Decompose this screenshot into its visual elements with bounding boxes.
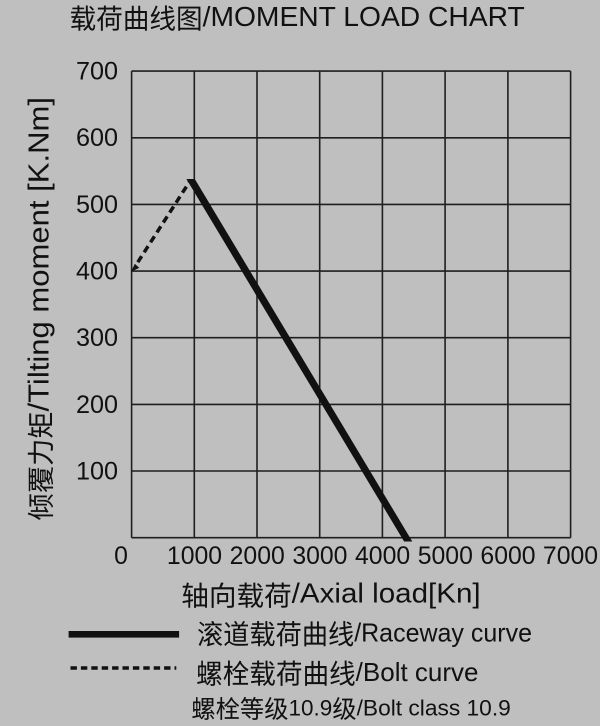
svg-text:600: 600	[76, 124, 118, 152]
svg-text:500: 500	[76, 191, 118, 219]
svg-text:5000: 5000	[418, 543, 473, 570]
svg-text:4000: 4000	[355, 543, 410, 570]
svg-text:200: 200	[76, 391, 118, 419]
svg-text:0: 0	[114, 543, 128, 570]
svg-text:10.9: 10.9	[289, 696, 333, 721]
svg-text:700: 700	[76, 58, 118, 86]
svg-text:7000: 7000	[543, 543, 598, 570]
svg-text:6000: 6000	[480, 543, 535, 570]
svg-text:400: 400	[76, 258, 118, 286]
svg-text:100: 100	[76, 457, 118, 485]
svg-text:3000: 3000	[292, 543, 347, 570]
svg-text:/Tilting moment [K.Nm]: /Tilting moment [K.Nm]	[23, 97, 55, 412]
svg-text:/Raceway curve: /Raceway curve	[354, 620, 532, 648]
svg-text:/Bolt curve: /Bolt curve	[356, 659, 479, 687]
svg-text:/Bolt class 10.9: /Bolt class 10.9	[357, 696, 511, 721]
svg-text:/Axial load[Kn]: /Axial load[Kn]	[292, 578, 481, 609]
svg-text:/MOMENT LOAD CHART: /MOMENT LOAD CHART	[203, 1, 525, 32]
svg-text:1000: 1000	[167, 543, 222, 570]
svg-text:300: 300	[76, 324, 118, 352]
svg-text:2000: 2000	[230, 543, 285, 570]
